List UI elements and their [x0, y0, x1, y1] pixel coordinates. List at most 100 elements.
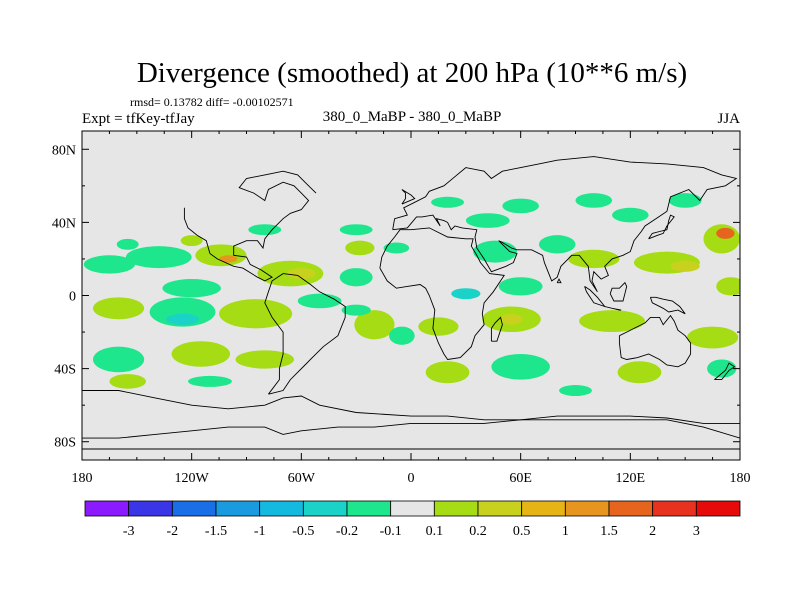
- x-tick-label: 0: [408, 471, 415, 486]
- divergence-region-52: [341, 304, 371, 316]
- colorbar-swatch: [259, 500, 304, 517]
- divergence-region-0: [83, 255, 136, 274]
- divergence-region-22: [670, 260, 700, 272]
- divergence-region-37: [500, 313, 523, 325]
- divergence-region-34: [389, 326, 415, 345]
- x-tick-label: 60E: [509, 471, 532, 486]
- x-tick-label: 180: [72, 471, 93, 486]
- colorbar-label: -3: [123, 524, 135, 539]
- divergence-region-8: [248, 224, 282, 236]
- divergence-region-32: [297, 293, 342, 309]
- stats-label: rmsd= 0.13782 diff= -0.00102571: [130, 95, 294, 109]
- divergence-region-46: [491, 353, 550, 380]
- colorbar-label: 1.5: [600, 524, 618, 539]
- divergence-region-1: [125, 246, 192, 269]
- divergence-region-35: [418, 317, 459, 336]
- coastline-6: [379, 227, 505, 360]
- coastline-16: [648, 214, 675, 240]
- divergence-region-27: [451, 288, 481, 300]
- colorbar-label: -0.2: [336, 524, 358, 539]
- divergence-region-5: [286, 268, 316, 280]
- colorbar: -3 -2 -1.5 -1 -0.5 -0.2 -0.1 0.1 0.2 0.5 1 1.5 2 3: [84, 500, 741, 539]
- colorbar-swatch: [695, 500, 741, 517]
- divergence-region-6: [162, 279, 221, 298]
- colorbar-swatch: [477, 500, 523, 517]
- colorbar-swatch: [84, 500, 130, 517]
- coastline-8: [618, 314, 692, 368]
- divergence-region-33: [354, 310, 395, 340]
- x-tick-label: 120E: [616, 471, 646, 486]
- divergence-region-3: [219, 255, 238, 263]
- divergence-region-19: [538, 235, 576, 254]
- divergence-region-42: [235, 350, 295, 369]
- y-tick-label: 0: [69, 290, 76, 305]
- divergence-region-9: [339, 224, 373, 236]
- coastline-12: [649, 296, 686, 315]
- colorbar-swatch: [302, 500, 348, 517]
- divergence-region-14: [575, 193, 613, 208]
- divergence-region-48: [559, 385, 592, 397]
- coastline-13: [490, 316, 503, 342]
- y-tick-label: 40S: [54, 363, 76, 378]
- divergence-region-38: [579, 310, 645, 333]
- divergence-region-12: [431, 196, 465, 208]
- colorbar-label: 0.5: [513, 524, 531, 539]
- divergence-region-39: [686, 326, 739, 349]
- divergence-region-15: [668, 193, 702, 208]
- divergence-region-7: [339, 268, 373, 287]
- divergence-region-24: [716, 227, 735, 239]
- colorbar-label: 1: [562, 524, 569, 539]
- colorbar-label: -0.5: [292, 524, 314, 539]
- colorbar-swatch: [215, 500, 261, 517]
- experiment-label: Expt = tfKey-tfJay: [82, 111, 195, 127]
- x-tick-label: 60W: [288, 471, 316, 486]
- divergence-region-50: [116, 238, 139, 250]
- coastline-15: [401, 189, 416, 205]
- divergence-region-11: [383, 242, 410, 254]
- coastline-10: [604, 306, 622, 311]
- divergence-region-43: [109, 374, 146, 389]
- divergence-region-40: [92, 346, 145, 373]
- coastline-1: [82, 419, 740, 439]
- y-tick-label: 80N: [52, 143, 76, 158]
- y-tick-label: 80S: [54, 436, 76, 451]
- divergence-region-30: [166, 313, 199, 325]
- divergence-region-2: [195, 244, 247, 267]
- colorbar-label: 2: [649, 524, 656, 539]
- colorbar-swatch: [346, 500, 392, 517]
- colorbar-swatch: [608, 500, 654, 517]
- colorbar-label: 0.1: [426, 524, 444, 539]
- colorbar-label: -2: [166, 524, 178, 539]
- chart-title: Divergence (smoothed) at 200 hPa (10**6 …: [137, 57, 687, 89]
- divergence-region-18: [473, 240, 518, 263]
- season-label: JJA: [717, 111, 740, 127]
- x-tick-label: 120W: [175, 471, 210, 486]
- divergence-region-10: [345, 240, 375, 256]
- colorbar-swatch: [652, 500, 697, 517]
- divergence-region-31: [219, 299, 293, 329]
- colorbar-swatch: [564, 500, 610, 517]
- divergence-region-28: [92, 297, 145, 320]
- divergence-region-45: [425, 361, 470, 384]
- colorbar-swatch: [521, 500, 566, 517]
- x-tick-label: 180: [730, 471, 751, 486]
- divergence-region-25: [716, 277, 740, 296]
- coastline-14: [714, 362, 736, 381]
- coastline-0: [82, 390, 740, 424]
- divergence-region-20: [568, 249, 620, 269]
- colorbar-label: -1: [254, 524, 266, 539]
- divergence-region-16: [465, 213, 510, 228]
- colorbar-swatch: [390, 500, 435, 517]
- divergence-region-26: [498, 277, 543, 296]
- divergence-region-51: [180, 235, 203, 247]
- coastline-17: [556, 278, 562, 284]
- coastline-3: [264, 273, 346, 395]
- divergence-region-47: [617, 361, 662, 384]
- colorbar-label: 3: [693, 524, 700, 539]
- comparison-label: 380_0_MaBP - 380_0_MaBP: [323, 109, 502, 125]
- coastline-7: [392, 156, 738, 293]
- colorbar-swatch: [433, 500, 479, 517]
- colorbar-label: 0.2: [469, 524, 487, 539]
- coastline-11: [609, 281, 628, 302]
